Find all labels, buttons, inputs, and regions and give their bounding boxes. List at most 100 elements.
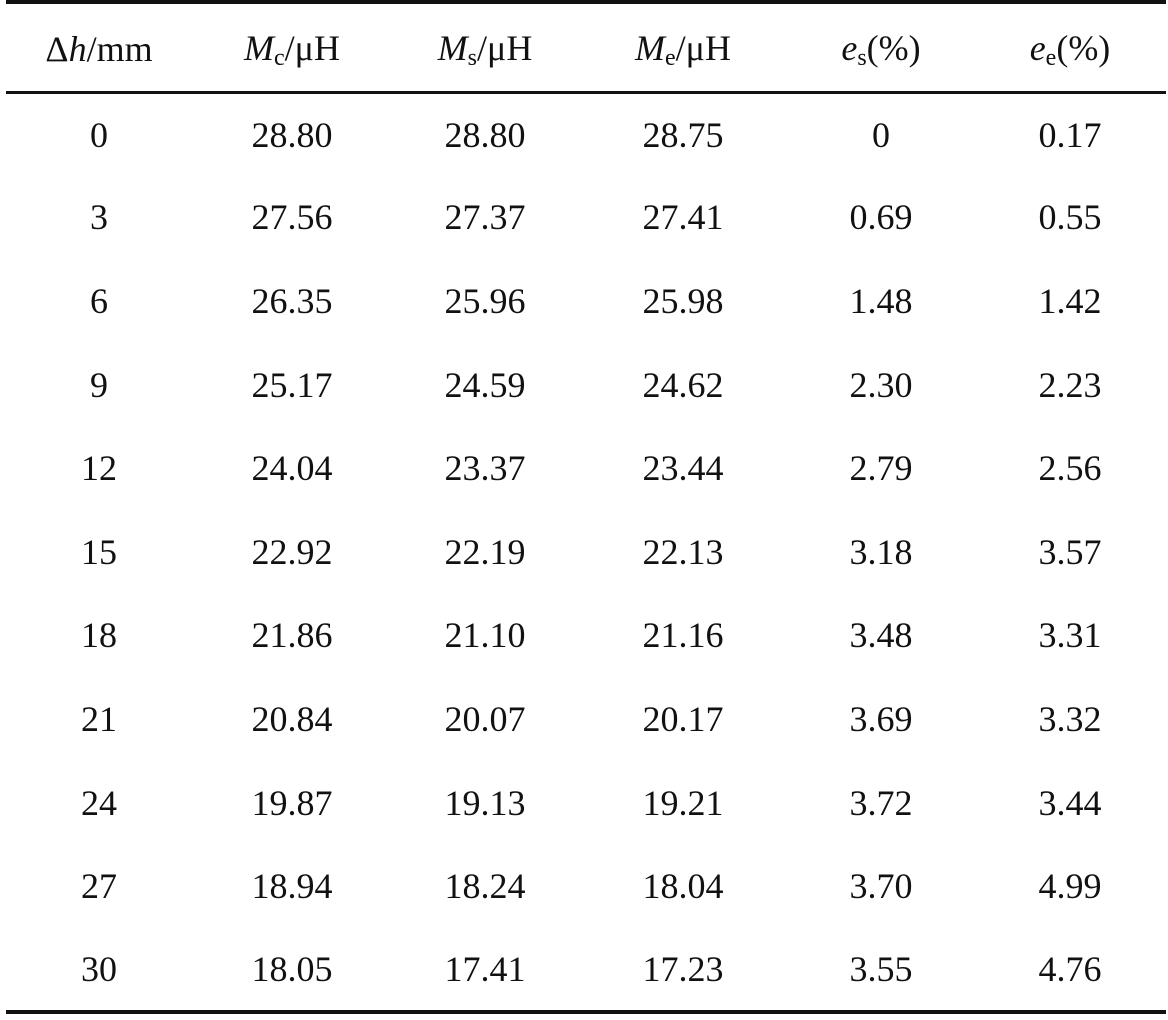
table-cell-es: 2.79: [849, 448, 913, 489]
table-cell-mc: 26.35: [251, 280, 333, 321]
header-symbol: e: [1029, 27, 1046, 68]
table-cell-ee: 0.55: [1038, 197, 1102, 238]
table-cell-es: 3.55: [788, 927, 974, 1014]
header-unit: /μH: [477, 27, 533, 68]
header-subscript: e: [665, 44, 676, 71]
table-cell-ms: 25.96: [444, 280, 526, 321]
table-cell-me: 27.41: [642, 197, 724, 238]
header-unit: (%): [1056, 27, 1111, 68]
table-row: 27 18.94 18.24 18.04 3.70 4.99: [6, 844, 1166, 928]
table-cell-mc: 27.56: [251, 197, 333, 238]
table-cell-ee: 4.99: [1038, 866, 1102, 907]
table-cell-ms: 19.13: [444, 782, 526, 823]
header-symbol: M: [437, 27, 468, 68]
table-cell-mc: 24.04: [251, 448, 333, 489]
header-row: Δh/mm Mc/μH Ms/μH Me/μH es(%) ee(%): [6, 0, 1166, 94]
table-cell-me: 19.21: [642, 782, 724, 823]
table-cell-ee: 3.44: [1038, 782, 1102, 823]
table-cell-mc: 19.87: [251, 782, 333, 823]
table-cell-es: 0.69: [849, 197, 913, 238]
table-cell-me: 21.16: [642, 615, 724, 656]
table-cell-delta-h: 24: [81, 782, 117, 823]
table-cell-ee: 3.32: [1038, 698, 1102, 739]
table-cell-es: 3.72: [849, 782, 913, 823]
table-cell-es: 1.48: [849, 280, 913, 321]
table-cell-delta-h: 21: [81, 698, 117, 739]
table-cell-es: 2.30: [849, 364, 913, 405]
table-cell-me: 22.13: [642, 531, 724, 572]
table-cell-delta-h: 0: [90, 114, 108, 155]
table-cell-ms: 17.41: [392, 927, 578, 1014]
table-cell-es: 3.70: [849, 866, 913, 907]
table-cell-ms: 24.59: [444, 364, 526, 405]
header-symbol: h: [68, 29, 87, 70]
header-unit: /μH: [675, 27, 731, 68]
table-cell-delta-h: 27: [81, 866, 117, 907]
table-cell-mc: 18.94: [251, 866, 333, 907]
table-cell-ms: 21.10: [444, 615, 526, 656]
table-cell-ms: 20.07: [444, 698, 526, 739]
table-row: 24 19.87 19.13 19.21 3.72 3.44: [6, 761, 1166, 845]
table-row: 15 22.92 22.19 22.13 3.18 3.57: [6, 510, 1166, 594]
header-subscript: s: [857, 44, 867, 71]
table-cell-mc: 21.86: [251, 615, 333, 656]
table-cell-delta-h: 18: [81, 615, 117, 656]
table-cell-ms: 27.37: [444, 197, 526, 238]
header-symbol: e: [841, 27, 858, 68]
header-unit: (%): [866, 27, 921, 68]
table-cell-mc: 25.17: [251, 364, 333, 405]
table-row: 12 24.04 23.37 23.44 2.79 2.56: [6, 426, 1166, 510]
table-cell-ee: 3.57: [1038, 531, 1102, 572]
header-symbol: M: [635, 27, 666, 68]
table-cell-ee: 2.56: [1038, 448, 1102, 489]
header-prefix: Δ: [45, 29, 69, 70]
table-cell-delta-h: 6: [90, 280, 108, 321]
header-unit: /μH: [284, 27, 340, 68]
table-cell-delta-h: 30: [6, 927, 192, 1014]
table-cell-ee: 1.42: [1038, 280, 1102, 321]
header-ms: Ms/μH: [392, 0, 578, 94]
header-symbol: M: [244, 27, 275, 68]
table-cell-me: 25.98: [642, 280, 724, 321]
table-row: 21 20.84 20.07 20.17 3.69 3.32: [6, 677, 1166, 761]
table-cell-ms: 28.80: [444, 114, 526, 155]
table-cell-mc: 22.92: [251, 531, 333, 572]
table-cell-ee: 4.76: [974, 927, 1166, 1014]
table-cell-es: 3.48: [849, 615, 913, 656]
table-row: 3 27.56 27.37 27.41 0.69 0.55: [6, 176, 1166, 260]
table-cell-ee: 2.23: [1038, 364, 1102, 405]
table-cell-me: 18.04: [642, 866, 724, 907]
table-row: 9 25.17 24.59 24.62 2.30 2.23: [6, 343, 1166, 427]
table-row: 18 21.86 21.10 21.16 3.48 3.31: [6, 594, 1166, 678]
table-cell-me: 28.75: [642, 114, 724, 155]
table-cell-ms: 18.24: [444, 866, 526, 907]
table-cell-delta-h: 3: [90, 197, 108, 238]
data-table-container: Δh/mm Mc/μH Ms/μH Me/μH es(%) ee(%) 0 28.…: [6, 0, 1166, 1014]
table-cell-delta-h: 9: [90, 364, 108, 405]
table-cell-delta-h: 12: [81, 448, 117, 489]
table-cell-mc: 20.84: [251, 698, 333, 739]
table-cell-me: 17.23: [578, 927, 788, 1014]
table-cell-ee: 0.17: [1038, 114, 1102, 155]
header-mc: Mc/μH: [192, 0, 392, 94]
table-row: 6 26.35 25.96 25.98 1.48 1.42: [6, 259, 1166, 343]
table-cell-me: 23.44: [642, 448, 724, 489]
table-cell-delta-h: 15: [81, 531, 117, 572]
table-row: 30 18.05 17.41 17.23 3.55 4.76: [6, 927, 1166, 1014]
table-cell-me: 20.17: [642, 698, 724, 739]
table-cell-mc: 18.05: [192, 927, 392, 1014]
table-cell-ms: 23.37: [444, 448, 526, 489]
table-cell-mc: 28.80: [251, 114, 333, 155]
table-cell-me: 24.62: [642, 364, 724, 405]
table-cell-es: 0: [872, 114, 890, 155]
header-subscript: c: [274, 44, 285, 71]
header-subscript: e: [1045, 44, 1057, 71]
data-table: Δh/mm Mc/μH Ms/μH Me/μH es(%) ee(%) 0 28.…: [6, 0, 1166, 1014]
header-unit: /mm: [86, 29, 153, 70]
header-es: es(%): [788, 0, 974, 94]
header-subscript: s: [467, 44, 478, 71]
table-cell-es: 3.18: [849, 531, 913, 572]
table-cell-ms: 22.19: [444, 531, 526, 572]
header-ee: ee(%): [974, 0, 1166, 94]
table-row: 0 28.80 28.80 28.75 0 0.17: [6, 92, 1166, 176]
